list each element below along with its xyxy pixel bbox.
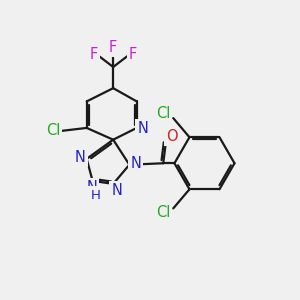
Text: F: F — [109, 40, 117, 55]
Text: N: N — [130, 156, 141, 171]
Text: N: N — [111, 183, 122, 198]
Text: O: O — [166, 129, 177, 144]
Text: H: H — [91, 188, 100, 202]
Text: F: F — [89, 46, 98, 62]
Text: Cl: Cl — [46, 123, 60, 138]
Text: N: N — [87, 181, 98, 196]
Text: Cl: Cl — [156, 205, 170, 220]
Text: F: F — [129, 46, 137, 62]
Text: Cl: Cl — [156, 106, 170, 121]
Text: N: N — [75, 150, 86, 165]
Text: N: N — [137, 121, 148, 136]
